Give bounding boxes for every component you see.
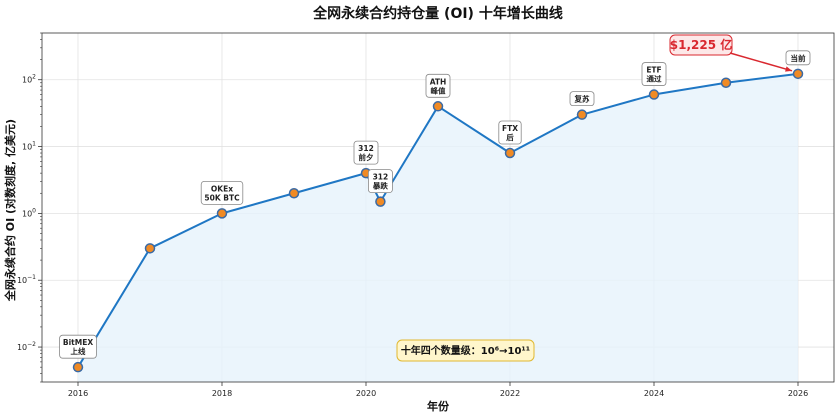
- x-tick-label: 2016: [68, 389, 88, 398]
- series-line: [77, 72, 799, 368]
- annotation-text: 312: [373, 173, 389, 182]
- annotation-text: OKEx: [211, 184, 233, 193]
- note-box: [396, 339, 535, 362]
- x-tick-label: 2024: [644, 389, 664, 398]
- annotation-text: ETF: [646, 66, 661, 75]
- data-point-2023: [576, 109, 588, 120]
- annotation-box: [200, 180, 244, 205]
- data-point-2021: [432, 101, 444, 112]
- data-point-2016: [72, 361, 84, 373]
- annotation-box: [785, 50, 811, 66]
- annotation-box: [425, 73, 451, 98]
- annotation-text: 通过: [647, 74, 662, 84]
- data-point-2018: [216, 208, 228, 219]
- series-area-fill: [78, 73, 798, 382]
- y-tick-label: 10−2: [17, 341, 36, 352]
- annotation-box: [641, 62, 667, 86]
- x-tick-label: 2018: [212, 389, 232, 398]
- annotation-text: BitMEX: [63, 338, 93, 347]
- note-text: 十年四个数量级：10⁶→10¹¹: [401, 344, 530, 357]
- annotation-box: [569, 91, 595, 107]
- annotation-text: FTX: [502, 124, 518, 133]
- x-axis-label: 年份: [427, 399, 450, 413]
- data-point-2020.2: [375, 196, 386, 207]
- data-point-2026: [792, 68, 804, 80]
- y-tick-label: 102: [22, 74, 36, 85]
- y-tick-label: 100: [22, 207, 36, 218]
- annotation-box: [59, 334, 97, 359]
- callout-box: [669, 34, 733, 56]
- annotation-text: 前夕: [359, 152, 374, 162]
- y-tick-label: 10−1: [17, 274, 36, 285]
- annotation-OKEx-50K BTC: OKEx50K BTC: [200, 180, 244, 205]
- data-point-2024: [648, 89, 660, 100]
- annotation-text: 暴跌: [372, 181, 388, 191]
- data-point-2019: [288, 188, 300, 199]
- axes-frame: [41, 32, 835, 383]
- callout-text: $1,225 亿: [670, 37, 733, 52]
- y-tick-label: 101: [22, 141, 36, 152]
- x-tick-label: 2026: [788, 389, 808, 398]
- data-point-2025: [720, 77, 732, 89]
- annotation-text: 峰值: [431, 85, 446, 95]
- annotation-text: 上线: [71, 346, 86, 356]
- annotation-text: 后: [506, 132, 514, 142]
- callout-arrow-line: [729, 52, 793, 72]
- y-axis-label: 全网永续合约 OI (对数刻度, 亿美元): [3, 119, 17, 302]
- annotation-text: 312: [358, 144, 374, 153]
- annotation-复苏: 复苏: [569, 91, 595, 107]
- annotation-box: [367, 169, 393, 194]
- annotation-text: 50K BTC: [204, 193, 240, 202]
- chart-title: 全网永续合约持仓量 (OI) 十年增长曲线: [312, 5, 563, 22]
- annotation-text: 复苏: [574, 94, 590, 104]
- data-point-2022: [504, 147, 516, 159]
- callout-arrow-head: [785, 66, 792, 72]
- annotation-text: 当前: [791, 53, 806, 63]
- annotation-text: ATH: [430, 77, 447, 86]
- annotation-box: [498, 120, 522, 145]
- annotation-box: [353, 140, 379, 165]
- data-point-2017: [144, 243, 156, 254]
- x-tick-label: 2020: [356, 389, 376, 398]
- x-tick-label: 2022: [500, 389, 520, 398]
- annotation-当前: 当前: [785, 50, 811, 66]
